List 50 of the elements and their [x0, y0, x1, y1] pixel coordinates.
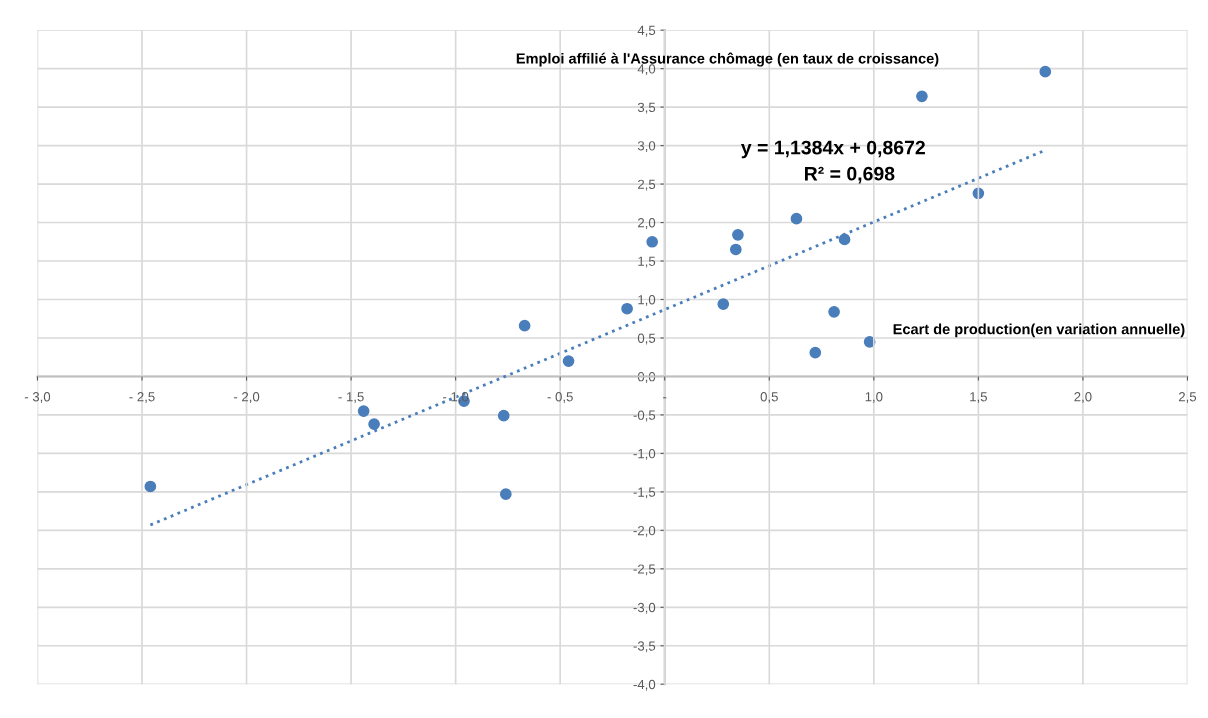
y-tick-label: 0,5: [637, 333, 656, 345]
point: [621, 302, 633, 315]
point: [790, 212, 803, 225]
point: [916, 90, 928, 103]
x-tick-label: 1,0: [865, 392, 883, 403]
y-tick-label: 2,0: [638, 218, 656, 230]
point: [562, 355, 575, 367]
y-tick-label: -3,0: [633, 602, 656, 614]
y-tick-label: 1,5: [638, 256, 656, 268]
y-tick-label: 1,0: [638, 295, 656, 306]
point: [717, 298, 730, 310]
y-tick-label: -3,5: [633, 641, 656, 653]
annotation: y = 1,1384x + 0,8672: [740, 140, 925, 159]
x-tick-label: -: [663, 397, 667, 399]
point: [729, 243, 742, 256]
y-tick-label: -2,5: [633, 564, 656, 576]
x-tick-label: 2,5: [1178, 392, 1197, 403]
x-tick-label: 0,5: [760, 392, 778, 403]
y-tick-label: -4,0: [633, 679, 656, 691]
x-tick-label: 2,0: [1074, 392, 1092, 403]
y-tick-label: 4,0: [637, 64, 656, 76]
x-tick-label: - 2,0: [233, 392, 260, 403]
point: [809, 346, 822, 359]
point: [368, 418, 380, 430]
point: [732, 229, 744, 241]
point: [838, 233, 851, 246]
point: [144, 480, 157, 493]
point: [497, 409, 510, 422]
x-axis-title: Ecart de production(en variation annuelle): [893, 323, 1185, 338]
x-tick-label: - 1,5: [338, 392, 364, 403]
point: [646, 235, 659, 248]
y-tick-label: 4,5: [637, 25, 656, 37]
y-tick-label: 3,5: [637, 102, 656, 114]
annotation: R² = 0,698: [804, 166, 895, 184]
y-tick-label: -1,0: [633, 448, 656, 460]
y-tick-label: 2,5: [638, 179, 656, 191]
point: [828, 305, 840, 318]
x-tick-label: - 3,0: [24, 392, 51, 403]
point: [518, 319, 531, 332]
y-tick-label: 3,0: [637, 141, 656, 153]
point: [357, 405, 370, 417]
x-tick-label: - 2,5: [129, 392, 155, 403]
point: [499, 488, 512, 501]
y-tick-label: -0,5: [633, 410, 656, 422]
x-tick-label: - 1,0: [443, 392, 469, 403]
x-tick-label: - 0,5: [547, 392, 573, 403]
y-tick-label: -2,0: [633, 525, 656, 537]
y-tick-label: -1,5: [633, 487, 656, 499]
x-tick-label: 1,5: [970, 392, 987, 403]
point: [1039, 65, 1052, 78]
